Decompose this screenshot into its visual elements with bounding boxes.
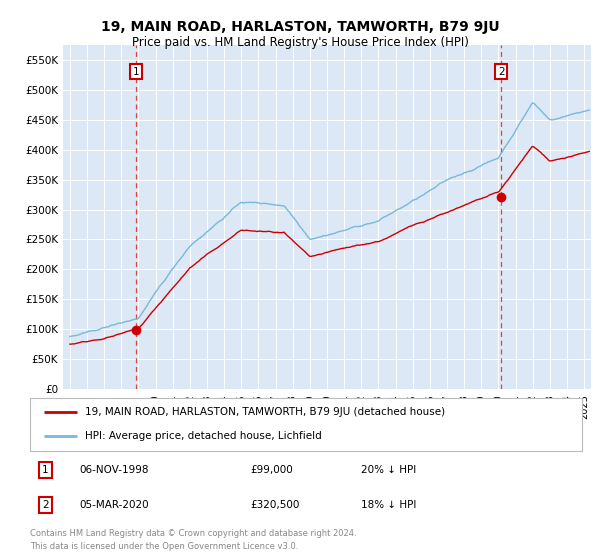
Text: £320,500: £320,500 <box>251 501 300 510</box>
Text: 2: 2 <box>498 67 505 77</box>
FancyBboxPatch shape <box>30 398 582 451</box>
Text: 18% ↓ HPI: 18% ↓ HPI <box>361 501 416 510</box>
Text: Contains HM Land Registry data © Crown copyright and database right 2024.
This d: Contains HM Land Registry data © Crown c… <box>30 529 356 550</box>
Text: 1: 1 <box>133 67 139 77</box>
Text: 20% ↓ HPI: 20% ↓ HPI <box>361 465 416 475</box>
Text: HPI: Average price, detached house, Lichfield: HPI: Average price, detached house, Lich… <box>85 431 322 441</box>
Text: 06-NOV-1998: 06-NOV-1998 <box>80 465 149 475</box>
Text: Price paid vs. HM Land Registry's House Price Index (HPI): Price paid vs. HM Land Registry's House … <box>131 36 469 49</box>
Text: £99,000: £99,000 <box>251 465 293 475</box>
Text: 1: 1 <box>42 465 49 475</box>
Text: 19, MAIN ROAD, HARLASTON, TAMWORTH, B79 9JU (detached house): 19, MAIN ROAD, HARLASTON, TAMWORTH, B79 … <box>85 407 445 417</box>
Text: 19, MAIN ROAD, HARLASTON, TAMWORTH, B79 9JU: 19, MAIN ROAD, HARLASTON, TAMWORTH, B79 … <box>101 20 499 34</box>
Text: 05-MAR-2020: 05-MAR-2020 <box>80 501 149 510</box>
Text: 2: 2 <box>42 501 49 510</box>
